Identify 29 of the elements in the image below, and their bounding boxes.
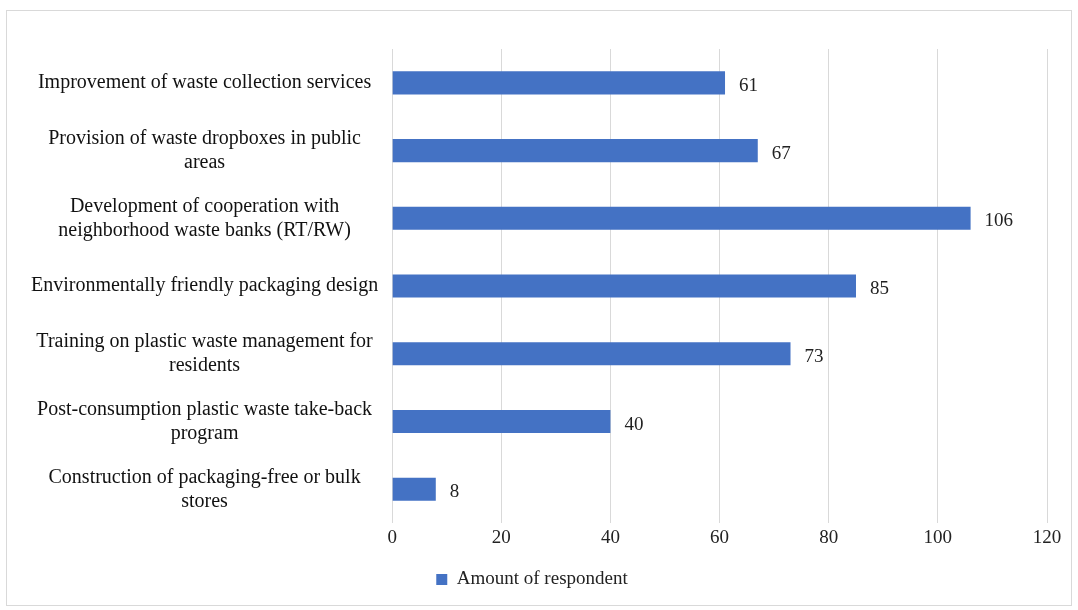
x-tick-label: 80: [819, 525, 839, 547]
data-label: 8: [449, 480, 460, 502]
bar: [392, 274, 856, 298]
y-tick-label: Improvement of waste collection services: [37, 70, 372, 94]
data-label: 85: [870, 277, 889, 299]
bar: [392, 410, 611, 434]
y-tick-label: Environmentally friendly packaging design: [30, 273, 379, 297]
bar: [392, 342, 791, 366]
data-label: 73: [804, 344, 824, 366]
y-tick-label: Training on plastic waste management for residents: [36, 329, 374, 376]
bar: [392, 477, 436, 501]
x-tick-label: 60: [710, 525, 730, 547]
y-tick-label: Post-consumption plastic waste take-back program: [37, 396, 373, 444]
bar: [392, 206, 971, 230]
data-label: 40: [624, 412, 644, 434]
x-tick-label: 100: [923, 525, 953, 547]
x-tick-label: 20: [491, 525, 511, 547]
data-label: 61: [739, 73, 759, 95]
bar: [392, 139, 758, 163]
bar: [392, 71, 726, 95]
y-tick-label: Development of cooperation with neighborhood waste banks (RT/RW): [58, 193, 351, 241]
x-tick-label: 120: [1032, 525, 1062, 547]
legend-label: Amount of respondent: [456, 567, 629, 589]
y-tick-label: Provision of waste dropboxes in public areas: [48, 125, 362, 172]
x-tick-label: 0: [387, 525, 397, 547]
data-label: 67: [771, 141, 791, 163]
data-label: 106: [984, 209, 1014, 231]
x-tick-label: 40: [600, 525, 620, 547]
y-tick-label: Construction of packaging-free or bulk stores: [48, 464, 361, 511]
